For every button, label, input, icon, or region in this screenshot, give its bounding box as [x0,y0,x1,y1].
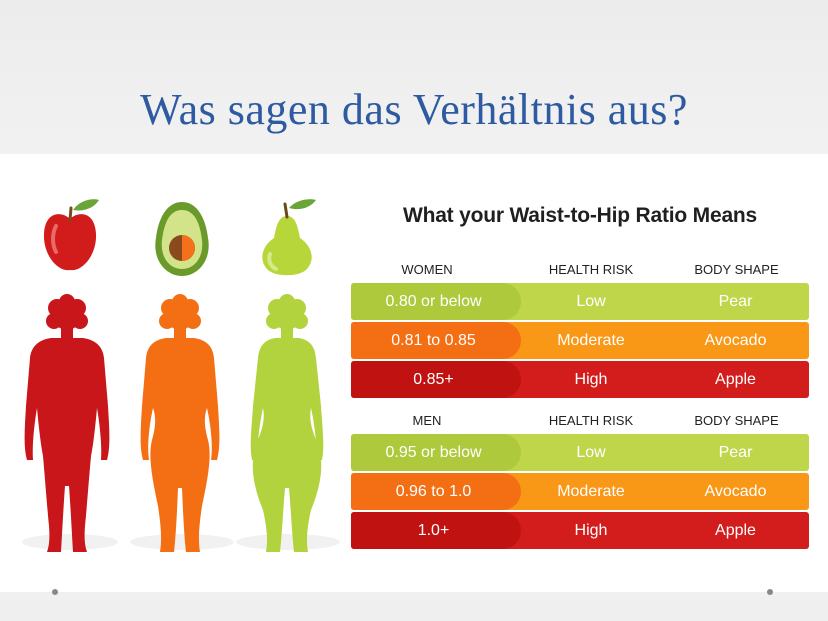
risk-value: High [574,522,608,539]
table-title: What your Waist-to-Hip Ratio Means [402,204,758,227]
shape-value: Avocado [704,332,767,349]
women-row-apple: 0.85+ High Apple [351,361,809,398]
ratio-value: 0.81 to 0.85 [391,332,476,349]
pear-icon [262,199,316,276]
women-row-avocado: 0.81 to 0.85 Moderate Avocado [351,322,809,359]
ratio-value: 0.80 or below [385,293,482,310]
ratio-value: 0.95 or below [385,444,482,461]
pear-shadow [236,534,340,550]
women-risk-label: HEALTH RISK [548,262,634,277]
risk-value: Moderate [557,483,625,500]
figures-svg [22,199,340,552]
risk-value: Low [576,444,606,461]
pear-body-figure [250,294,324,552]
men-row-pear: 0.95 or below Low Pear [351,434,809,471]
risk-value: Low [576,293,606,310]
risk-value: Moderate [557,332,625,349]
men-row-avocado: 0.96 to 1.0 Moderate Avocado [351,473,809,510]
women-header: WOMEN HEALTH RISK BODY SHAPE [352,262,809,280]
ratio-cell [351,361,521,398]
ratio-value: 0.85+ [413,371,454,388]
apple-icon [43,199,99,271]
slide-corner-dot [767,589,773,595]
ratio-cell [351,283,521,320]
men-header: MEN HEALTH RISK BODY SHAPE [352,413,809,431]
ratio-value: 0.96 to 1.0 [395,483,472,500]
apple-shadow [22,534,118,550]
men-risk-label: HEALTH RISK [548,413,634,428]
ratio-cell [351,434,521,471]
ratio-cell [351,322,521,359]
slide-corner-dot [52,589,58,595]
women-group-label: WOMEN [401,262,453,277]
apple-body-figure [24,294,110,552]
slide-title: Was sagen das Verhältnis aus? [140,85,688,134]
risk-value: High [574,371,608,388]
women-row-pear: 0.80 or below Low Pear [351,283,809,320]
shape-value: Avocado [704,483,767,500]
shape-value: Pear [718,444,753,461]
avocado-shadow [130,534,234,550]
shape-value: Apple [715,371,756,388]
ratio-value: 1.0+ [417,522,450,539]
men-group-label: MEN [412,413,442,428]
avocado-body-figure [140,294,220,552]
men-shape-label: BODY SHAPE [694,413,779,428]
shape-value: Pear [718,293,753,310]
avocado-icon [155,202,209,276]
ratio-cell [351,473,521,510]
ratio-cell [351,512,521,549]
shape-value: Apple [715,522,756,539]
women-shape-label: BODY SHAPE [694,262,779,277]
infographic-panel: What your Waist-to-Hip Ratio Means WOMEN… [0,154,828,592]
men-row-apple: 1.0+ High Apple [351,512,809,549]
body-shape-figures [0,154,345,592]
